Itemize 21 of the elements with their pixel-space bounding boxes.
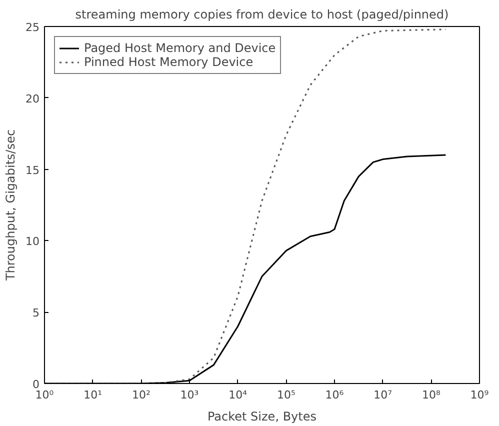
x-tick-label: 10⁸ (422, 388, 441, 402)
x-tick-label: 10⁴ (228, 388, 248, 402)
y-axis-title: Throughput, Gigabits/sec (4, 129, 18, 282)
legend-label: Pinned Host Memory Device (84, 55, 254, 69)
x-tick-label: 10⁰ (35, 388, 54, 402)
y-tick-label: 10 (26, 235, 40, 248)
chart-title: streaming memory copies from device to host (paged/pinned) (75, 8, 449, 22)
x-tick-label: 10¹ (84, 388, 102, 402)
x-axis-title: Packet Size, Bytes (207, 410, 317, 424)
x-tick-label: 10⁵ (276, 388, 296, 402)
x-tick-label: 10⁶ (325, 388, 344, 402)
y-tick-label: 20 (26, 92, 40, 106)
legend-label: Paged Host Memory and Device (84, 41, 276, 55)
x-tick-label: 10³ (180, 388, 199, 402)
y-tick-label: 25 (26, 21, 40, 34)
x-tick-label: 10² (132, 388, 150, 402)
x-tick-label: 10⁷ (374, 388, 392, 402)
y-tick-label: 5 (32, 306, 40, 320)
x-tick-label: 10⁹ (470, 388, 489, 402)
y-tick-label: 0 (32, 378, 40, 391)
y-tick-label: 15 (26, 164, 40, 177)
